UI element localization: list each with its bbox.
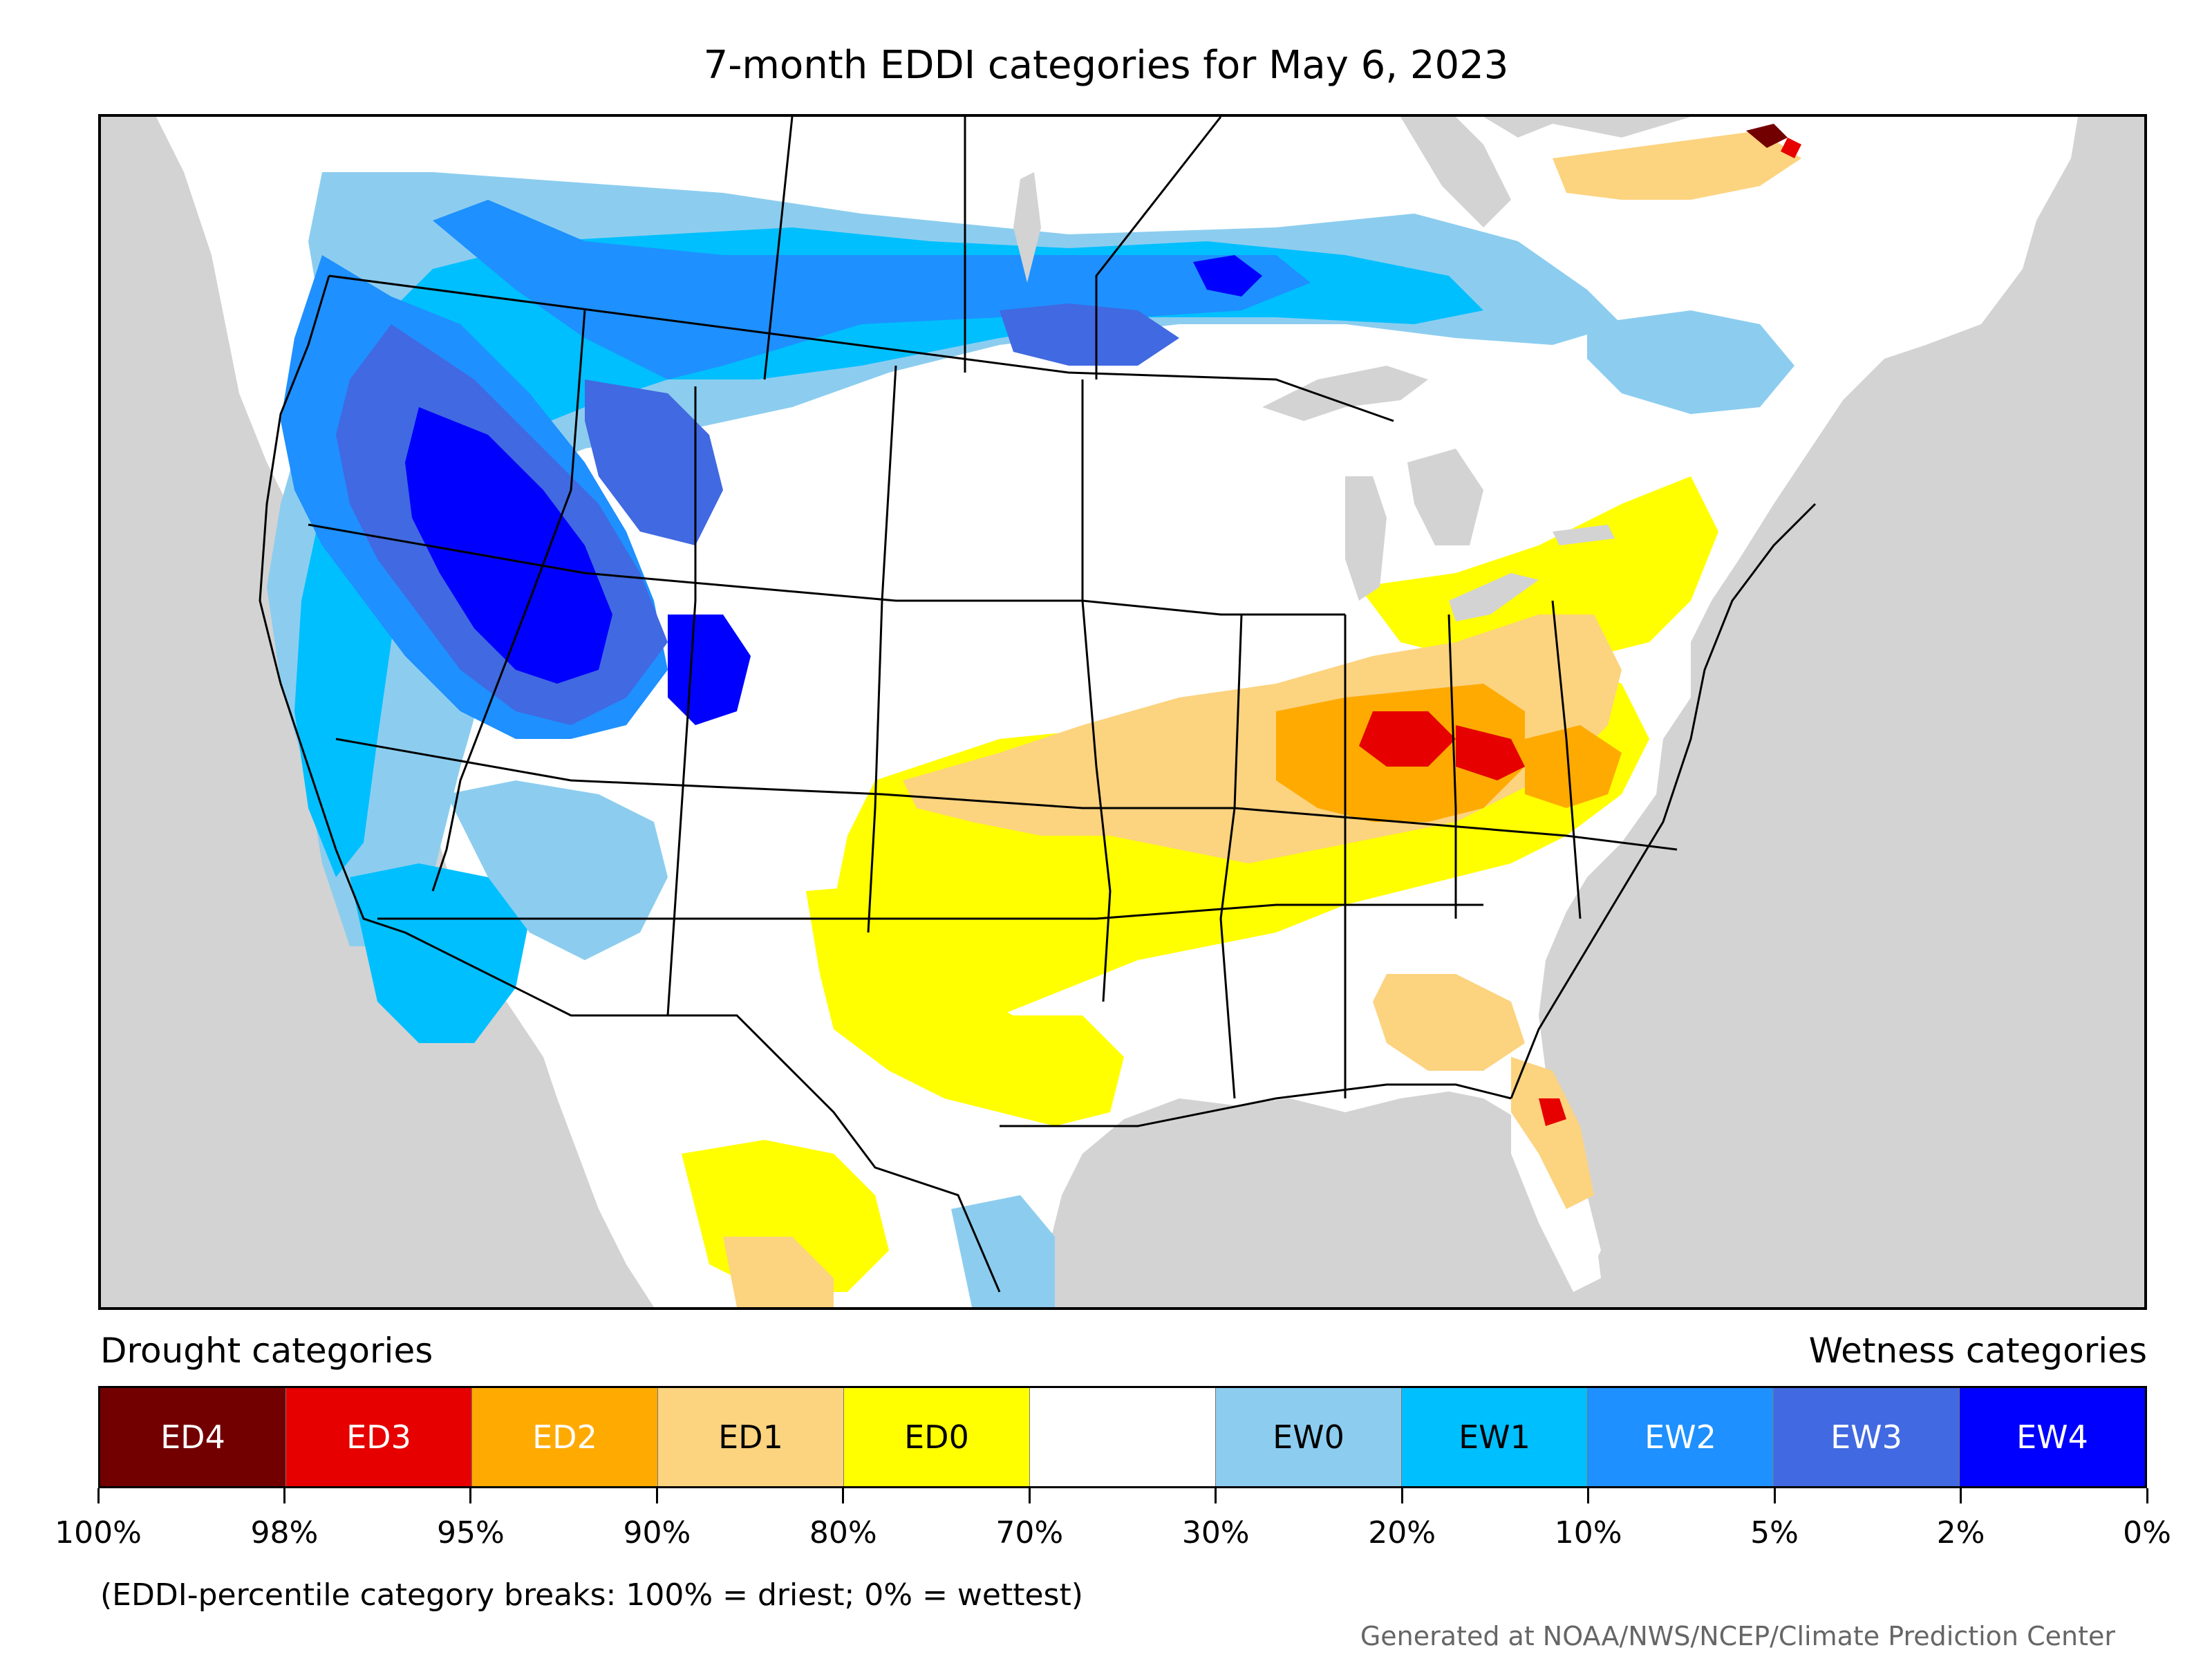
map-title: 7-month EDDI categories for May 6, 2023: [703, 43, 1509, 88]
dry-ed2-virginia: [1525, 725, 1622, 808]
border-east-3: [1447, 614, 1457, 919]
colorbar-tick: [842, 1488, 845, 1503]
colorbar-tick: [1773, 1488, 1776, 1503]
colorbar-ticks: [97, 1488, 2148, 1503]
colorbar-tick: [1028, 1488, 1031, 1503]
wet-ew1-southwest: [350, 863, 529, 1043]
colorbar-segment-ed0: ED0: [844, 1388, 1030, 1486]
border-lon-1: [431, 310, 586, 892]
lake-erie: [1449, 573, 1539, 621]
lake-superior: [1262, 366, 1428, 421]
colorbar-tick-label: 10%: [1554, 1515, 1622, 1550]
great-lakes: [1013, 117, 1615, 621]
colorbar-tick: [97, 1488, 100, 1503]
wet-ew0-southwest: [447, 780, 668, 960]
border-canada-1: [763, 117, 794, 380]
wet-ew3-montana: [585, 379, 723, 545]
category-breaks-note: (EDDI-percentile category breaks: 100% =…: [100, 1577, 1083, 1613]
colorbar-tick-label: 20%: [1368, 1515, 1436, 1550]
colorbar-tick: [2146, 1488, 2148, 1503]
border-us-canada: [328, 274, 1394, 422]
border-lon-4: [1081, 379, 1112, 1002]
dry-ed3-indiana-kentucky: [1359, 711, 1456, 767]
dry-ed3-florida: [1539, 1098, 1566, 1126]
colorbar-tick: [283, 1488, 285, 1503]
colorbar-tick-label: 100%: [55, 1515, 142, 1550]
lake-michigan: [1345, 476, 1387, 601]
colorbar-tick: [1960, 1488, 1962, 1503]
dry-ed1-florida: [1511, 1057, 1594, 1209]
border-east-4: [1551, 600, 1582, 919]
wet-ew0-south-texas: [951, 1195, 1055, 1307]
colorbar-tick: [1215, 1488, 1217, 1503]
lake-ontario: [1553, 525, 1615, 545]
dry-ed0-texas: [806, 884, 1124, 1126]
dry-ed3-quebec: [1781, 138, 1801, 158]
colorbar-segment-ew4: EW4: [1960, 1388, 2145, 1486]
colorbar-tick: [655, 1488, 658, 1503]
colorbar-segment-ew3: EW3: [1774, 1388, 1960, 1486]
border-east-1: [1219, 614, 1243, 1099]
colorbar-tick: [469, 1488, 472, 1503]
eddi-map: [98, 114, 2147, 1310]
dry-ed1-southeast: [1373, 974, 1525, 1071]
border-atlantic-coast: [1510, 503, 1817, 1099]
border-lat-2: [335, 738, 1678, 851]
colorbar-segment-ed1: ED1: [658, 1388, 844, 1486]
colorbar-tick-label: 98%: [250, 1515, 319, 1550]
border-canada-3: [1095, 117, 1222, 379]
wet-ew2-west: [433, 200, 1311, 379]
colorbar-tick-label: 80%: [809, 1515, 877, 1550]
colorbar-tick: [1400, 1488, 1403, 1503]
colorbar-tick-label: 30%: [1181, 1515, 1250, 1550]
state-borders: [259, 117, 1817, 1293]
colorbar-segment-normal: [1030, 1388, 1216, 1486]
colorbar-tick-label: 90%: [623, 1515, 691, 1550]
dry-regions: [682, 124, 1801, 1307]
dry-ed3-kentucky: [1456, 725, 1525, 780]
dry-ed1-south-texas: [723, 1237, 834, 1307]
lake-huron: [1407, 449, 1483, 545]
wet-ew3-dakotas: [1000, 303, 1179, 366]
land-florida-tip: [1511, 1098, 1601, 1292]
colorbar-segment-ew2: EW2: [1588, 1388, 1774, 1486]
colorbar-segment-ed4: ED4: [100, 1388, 286, 1486]
colorbar-segment-ed3: ED3: [286, 1388, 472, 1486]
colorbar-tick-label: 0%: [2123, 1515, 2171, 1550]
wet-ew4-minnesota: [1193, 255, 1262, 297]
colorbar-segment-ew0: EW0: [1216, 1388, 1402, 1486]
border-lon-2: [666, 386, 697, 1016]
dry-ed1-northeast-canada: [1553, 131, 1801, 200]
colorbar-segment-ed2: ED2: [472, 1388, 658, 1486]
colorbar-segment-ew1: EW1: [1402, 1388, 1588, 1486]
category-colorbar: ED4 ED3 ED2 ED1 ED0 EW0 EW1 EW2 EW3 EW4: [98, 1386, 2147, 1488]
wet-ew0-northeast-canada: [1587, 310, 1794, 414]
wet-ew4-great-basin: [405, 407, 612, 684]
credit-text: Generated at NOAA/NWS/NCEP/Climate Predi…: [1360, 1621, 2115, 1651]
border-lon-3: [867, 365, 897, 933]
colorbar-tick-label: 2%: [1936, 1515, 1985, 1550]
colorbar-tick-label: 5%: [1750, 1515, 1799, 1550]
colorbar-tick: [1587, 1488, 1590, 1503]
border-us-mexico: [404, 931, 1001, 1293]
colorbar-tick-label: 70%: [995, 1515, 1064, 1550]
dry-ed4-quebec: [1746, 124, 1788, 148]
drought-categories-heading: Drought categories: [100, 1331, 433, 1371]
border-west-coast: [259, 275, 406, 934]
border-gulf-coast: [1000, 1083, 1512, 1127]
colorbar-tick-label: 95%: [437, 1515, 505, 1550]
hudson-bay-inlet: [1400, 117, 1511, 227]
lake-winnipeg: [1013, 172, 1041, 283]
wetness-categories-heading: Wetness categories: [1808, 1331, 2147, 1371]
